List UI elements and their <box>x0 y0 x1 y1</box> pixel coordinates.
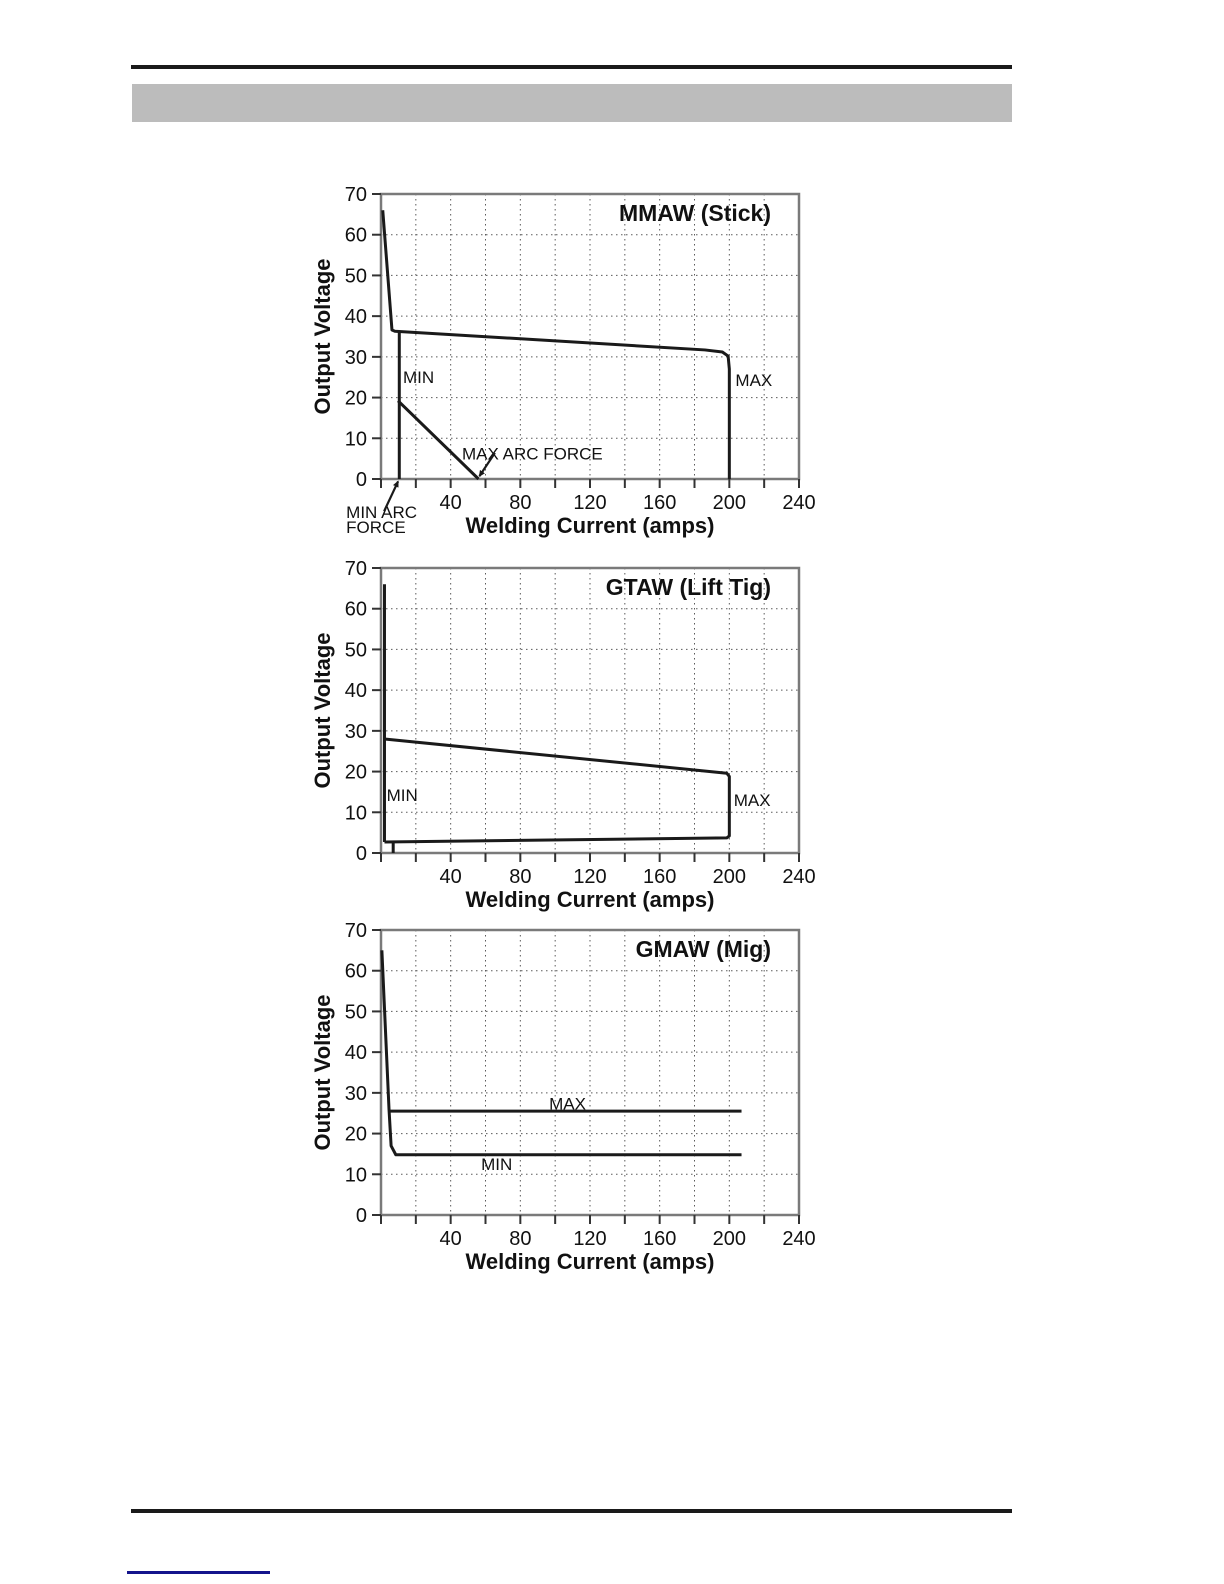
annotation-max-label: MAX <box>735 371 772 390</box>
x-tick-label: 160 <box>643 866 676 888</box>
x-tick-label: 40 <box>440 492 462 514</box>
annotation-min-label: MIN <box>403 368 434 387</box>
chart-canvas: 40 80 120 160 200 240 0 10 20 30 40 50 60 70 GMAW (Mig… <box>310 920 816 1274</box>
x-tick-label: 200 <box>713 866 746 888</box>
x-tick-label: 80 <box>509 866 531 888</box>
x-axis-title: Welding Current (amps) <box>466 513 715 538</box>
chart-canvas: 40 80 120 160 200 240 0 10 20 30 40 50 60 70 GTAW (Lif… <box>310 558 816 912</box>
y-tick-label: 30 <box>345 1083 367 1105</box>
chart-title: GMAW (Mig) <box>636 936 771 962</box>
x-tick-label: 160 <box>643 492 676 514</box>
annotation-max-label: MAX <box>549 1095 586 1114</box>
footer-link-underline[interactable] <box>127 1571 270 1574</box>
plot-border <box>379 566 801 855</box>
x-axis-title: Welding Current (amps) <box>466 1249 715 1274</box>
x-tick-label: 240 <box>782 866 815 888</box>
y-axis-title: Output Voltage <box>310 632 335 788</box>
y-tick-label: 20 <box>345 762 367 784</box>
chart-title: MMAW (Stick) <box>619 200 771 226</box>
min-arc-force-arrow <box>383 480 400 512</box>
y-tick-label: 20 <box>345 1124 367 1146</box>
annotation-min-label: MIN <box>481 1155 512 1174</box>
annotation-max-label: MAX <box>734 791 771 810</box>
y-tick-label: 40 <box>345 680 367 702</box>
plot-border <box>379 192 801 481</box>
y-tick-label: 40 <box>345 306 367 328</box>
x-tick-label: 40 <box>440 1228 462 1250</box>
series-max-arc-force-line <box>397 399 480 481</box>
x-tick-label: 120 <box>573 1228 606 1250</box>
y-tick-label: 10 <box>345 802 367 824</box>
chart-mmaw-stick: 40 80 120 160 200 240 0 10 20 30 40 50 60 70 MMAW (Sti… <box>300 170 830 542</box>
x-tick-label: 200 <box>713 492 746 514</box>
y-tick-label: 10 <box>345 1164 367 1186</box>
x-tick-label: 80 <box>509 492 531 514</box>
y-tick-label: 60 <box>345 225 367 247</box>
y-tick-label: 70 <box>345 184 367 206</box>
footer-rule <box>131 1509 1012 1513</box>
series-min-voltage-curve <box>380 950 742 1157</box>
y-tick-label: 0 <box>356 1205 367 1227</box>
y-tick-label: 50 <box>345 1001 367 1023</box>
x-axis-title: Welding Current (amps) <box>466 887 715 912</box>
x-tick-label: 240 <box>782 492 815 514</box>
y-tick-label: 30 <box>345 347 367 369</box>
x-tick-label: 120 <box>573 866 606 888</box>
y-axis-title: Output Voltage <box>310 994 335 1150</box>
y-tick-label: 10 <box>345 428 367 450</box>
chart-title: GTAW (Lift Tig) <box>606 574 771 600</box>
annotation-min-label: MIN <box>387 786 418 805</box>
y-tick-label: 50 <box>345 639 367 661</box>
chart-canvas: 40 80 120 160 200 240 0 10 20 30 40 50 60 70 MMAW (Sti… <box>310 184 816 538</box>
x-tick-label: 160 <box>643 1228 676 1250</box>
annotation-min-arc-force-label-line1: MIN ARC <box>346 503 417 522</box>
chart-gtaw-lift-tig: 40 80 120 160 200 240 0 10 20 30 40 50 60 70 GTAW (Lif… <box>300 544 830 916</box>
y-tick-label: 60 <box>345 599 367 621</box>
max-arc-force-arrow <box>478 452 496 477</box>
plot-border <box>379 928 801 1217</box>
y-tick-label: 70 <box>345 558 367 580</box>
series-operating-envelope <box>384 737 731 844</box>
y-tick-label: 0 <box>356 469 367 491</box>
x-tick-label: 40 <box>440 866 462 888</box>
annotation-max-arc-force-label: MAX ARC FORCE <box>462 444 603 463</box>
x-tick-label: 240 <box>782 1228 815 1250</box>
y-tick-label: 40 <box>345 1042 367 1064</box>
y-axis-title: Output Voltage <box>310 258 335 414</box>
chart-gmaw-mig: 40 80 120 160 200 240 0 10 20 30 40 50 60 70 GMAW (Mig… <box>300 906 830 1278</box>
y-tick-label: 70 <box>345 920 367 942</box>
x-tick-label: 80 <box>509 1228 531 1250</box>
y-tick-label: 60 <box>345 961 367 983</box>
y-tick-label: 50 <box>345 265 367 287</box>
x-tick-label: 200 <box>713 1228 746 1250</box>
y-tick-label: 30 <box>345 721 367 743</box>
y-tick-label: 20 <box>345 388 367 410</box>
series-max-curve <box>381 210 731 479</box>
header-rule <box>131 65 1012 69</box>
annotation-min-arc-force-label-line2: FORCE <box>346 518 406 537</box>
y-tick-label: 0 <box>356 843 367 865</box>
section-header-bar <box>132 84 1012 122</box>
x-tick-label: 120 <box>573 492 606 514</box>
